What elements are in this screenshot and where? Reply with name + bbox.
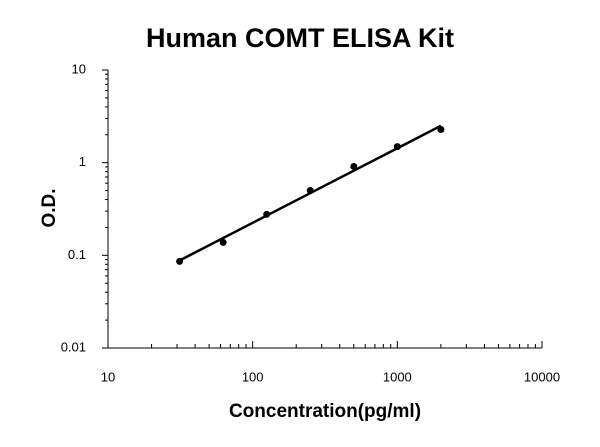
x-tick-label: 1000 bbox=[383, 369, 412, 384]
data-point bbox=[350, 162, 358, 170]
y-axis-label: O.D. bbox=[39, 188, 60, 227]
y-tick-label: 1 bbox=[79, 154, 86, 169]
x-tick-label: 10000 bbox=[524, 369, 560, 384]
data-point bbox=[437, 125, 445, 133]
y-tick-label: 0.1 bbox=[68, 247, 86, 262]
x-tick-label: 10 bbox=[101, 369, 115, 384]
data-point bbox=[263, 210, 271, 218]
x-tick-label: 100 bbox=[242, 369, 264, 384]
data-point bbox=[219, 238, 227, 246]
y-tick-label: 10 bbox=[72, 61, 86, 76]
data-point bbox=[393, 143, 401, 151]
data-point bbox=[306, 187, 314, 195]
x-axis-label: Concentration(pg/ml) bbox=[229, 401, 421, 422]
y-tick-label: 0.01 bbox=[61, 339, 86, 354]
chart-title: Human COMT ELISA Kit bbox=[146, 23, 454, 53]
data-point bbox=[176, 257, 184, 265]
